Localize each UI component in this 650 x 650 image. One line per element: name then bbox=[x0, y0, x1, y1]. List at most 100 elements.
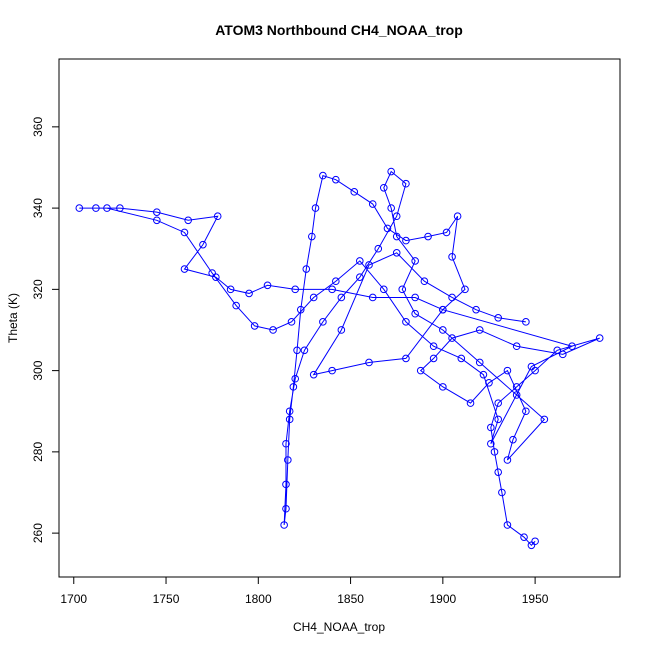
data-point bbox=[350, 188, 359, 196]
data-point bbox=[553, 346, 562, 355]
data-point bbox=[245, 289, 253, 298]
data-point bbox=[595, 334, 604, 342]
data-point bbox=[291, 374, 300, 383]
data-point bbox=[365, 358, 373, 367]
y-tick-label: 280 bbox=[31, 442, 45, 462]
data-point bbox=[365, 261, 373, 269]
data-point bbox=[429, 354, 438, 363]
data-point bbox=[180, 228, 189, 237]
data-point bbox=[475, 326, 484, 334]
data-point bbox=[527, 362, 536, 371]
data-point bbox=[485, 379, 493, 387]
data-point bbox=[92, 204, 100, 212]
data-point bbox=[383, 224, 392, 233]
data-point bbox=[402, 354, 410, 363]
data-point bbox=[337, 293, 346, 302]
data-point bbox=[439, 326, 447, 334]
data-point bbox=[153, 216, 161, 225]
data-point bbox=[466, 399, 475, 407]
data-point bbox=[296, 305, 305, 314]
data-point bbox=[475, 358, 484, 367]
data-point bbox=[411, 293, 419, 302]
data-point bbox=[263, 281, 272, 290]
data-point bbox=[355, 257, 364, 265]
data-point bbox=[293, 346, 301, 355]
data-point bbox=[494, 399, 503, 407]
data-point bbox=[282, 480, 290, 489]
x-tick-label: 1850 bbox=[337, 592, 364, 606]
data-point bbox=[558, 350, 567, 359]
data-point bbox=[448, 293, 456, 302]
data-point bbox=[284, 456, 292, 464]
data-point bbox=[411, 257, 419, 265]
data-point bbox=[503, 521, 512, 529]
data-point bbox=[302, 265, 311, 273]
data-point bbox=[208, 269, 216, 277]
data-point bbox=[424, 232, 432, 241]
data-point bbox=[398, 285, 407, 294]
data-point bbox=[527, 541, 536, 550]
y-tick-label: 360 bbox=[31, 117, 45, 137]
data-point bbox=[448, 334, 456, 342]
data-point bbox=[429, 342, 438, 351]
data-point bbox=[439, 383, 447, 391]
data-line bbox=[79, 170, 600, 547]
data-point bbox=[453, 212, 462, 221]
data-point bbox=[479, 370, 488, 379]
data-point bbox=[512, 391, 521, 399]
data-point bbox=[309, 370, 318, 379]
data-point bbox=[442, 228, 451, 237]
x-tick-label: 1900 bbox=[429, 592, 456, 606]
y-tick-label: 340 bbox=[31, 198, 45, 218]
data-point bbox=[472, 305, 480, 314]
data-point bbox=[503, 456, 512, 464]
x-tick-label: 1800 bbox=[245, 592, 272, 606]
data-point bbox=[439, 305, 447, 314]
data-point bbox=[332, 175, 340, 184]
data-point bbox=[387, 167, 395, 176]
data-point bbox=[116, 204, 124, 212]
data-point bbox=[368, 200, 377, 208]
data-point bbox=[300, 346, 309, 355]
data-point bbox=[75, 204, 84, 212]
data-point bbox=[328, 285, 336, 294]
data-point bbox=[282, 504, 290, 513]
data-point bbox=[487, 439, 495, 448]
data-point bbox=[289, 383, 298, 391]
data-point bbox=[226, 285, 235, 294]
data-point bbox=[402, 179, 410, 188]
data-point bbox=[285, 415, 294, 424]
data-point bbox=[328, 366, 336, 375]
data-point bbox=[269, 326, 277, 334]
data-point bbox=[319, 171, 327, 180]
data-point bbox=[522, 407, 530, 416]
data-point bbox=[153, 208, 161, 216]
data-point bbox=[498, 488, 506, 497]
data-point bbox=[392, 232, 401, 241]
data-point bbox=[487, 423, 495, 432]
data-point bbox=[287, 318, 296, 326]
data-point bbox=[337, 326, 346, 334]
y-tick-label: 320 bbox=[31, 279, 45, 299]
data-point bbox=[494, 415, 503, 424]
data-point bbox=[461, 285, 469, 294]
y-tick-label: 260 bbox=[31, 523, 45, 543]
y-axis-label: Theta (K) bbox=[6, 293, 20, 343]
data-point bbox=[392, 212, 401, 221]
x-axis-label: CH4_NOAA_trop bbox=[293, 620, 385, 634]
data-point bbox=[411, 309, 419, 318]
data-point bbox=[494, 313, 503, 322]
data-point bbox=[402, 318, 410, 326]
x-tick-label: 1750 bbox=[153, 592, 180, 606]
data-point bbox=[522, 318, 530, 326]
data-point bbox=[103, 204, 111, 212]
data-point bbox=[568, 342, 576, 351]
data-point bbox=[520, 533, 528, 541]
x-tick-label: 1950 bbox=[522, 592, 549, 606]
data-point bbox=[503, 366, 512, 375]
data-point bbox=[368, 293, 377, 302]
data-point bbox=[180, 265, 189, 273]
data-point bbox=[213, 212, 222, 221]
data-point bbox=[309, 293, 318, 302]
data-point bbox=[416, 366, 425, 375]
